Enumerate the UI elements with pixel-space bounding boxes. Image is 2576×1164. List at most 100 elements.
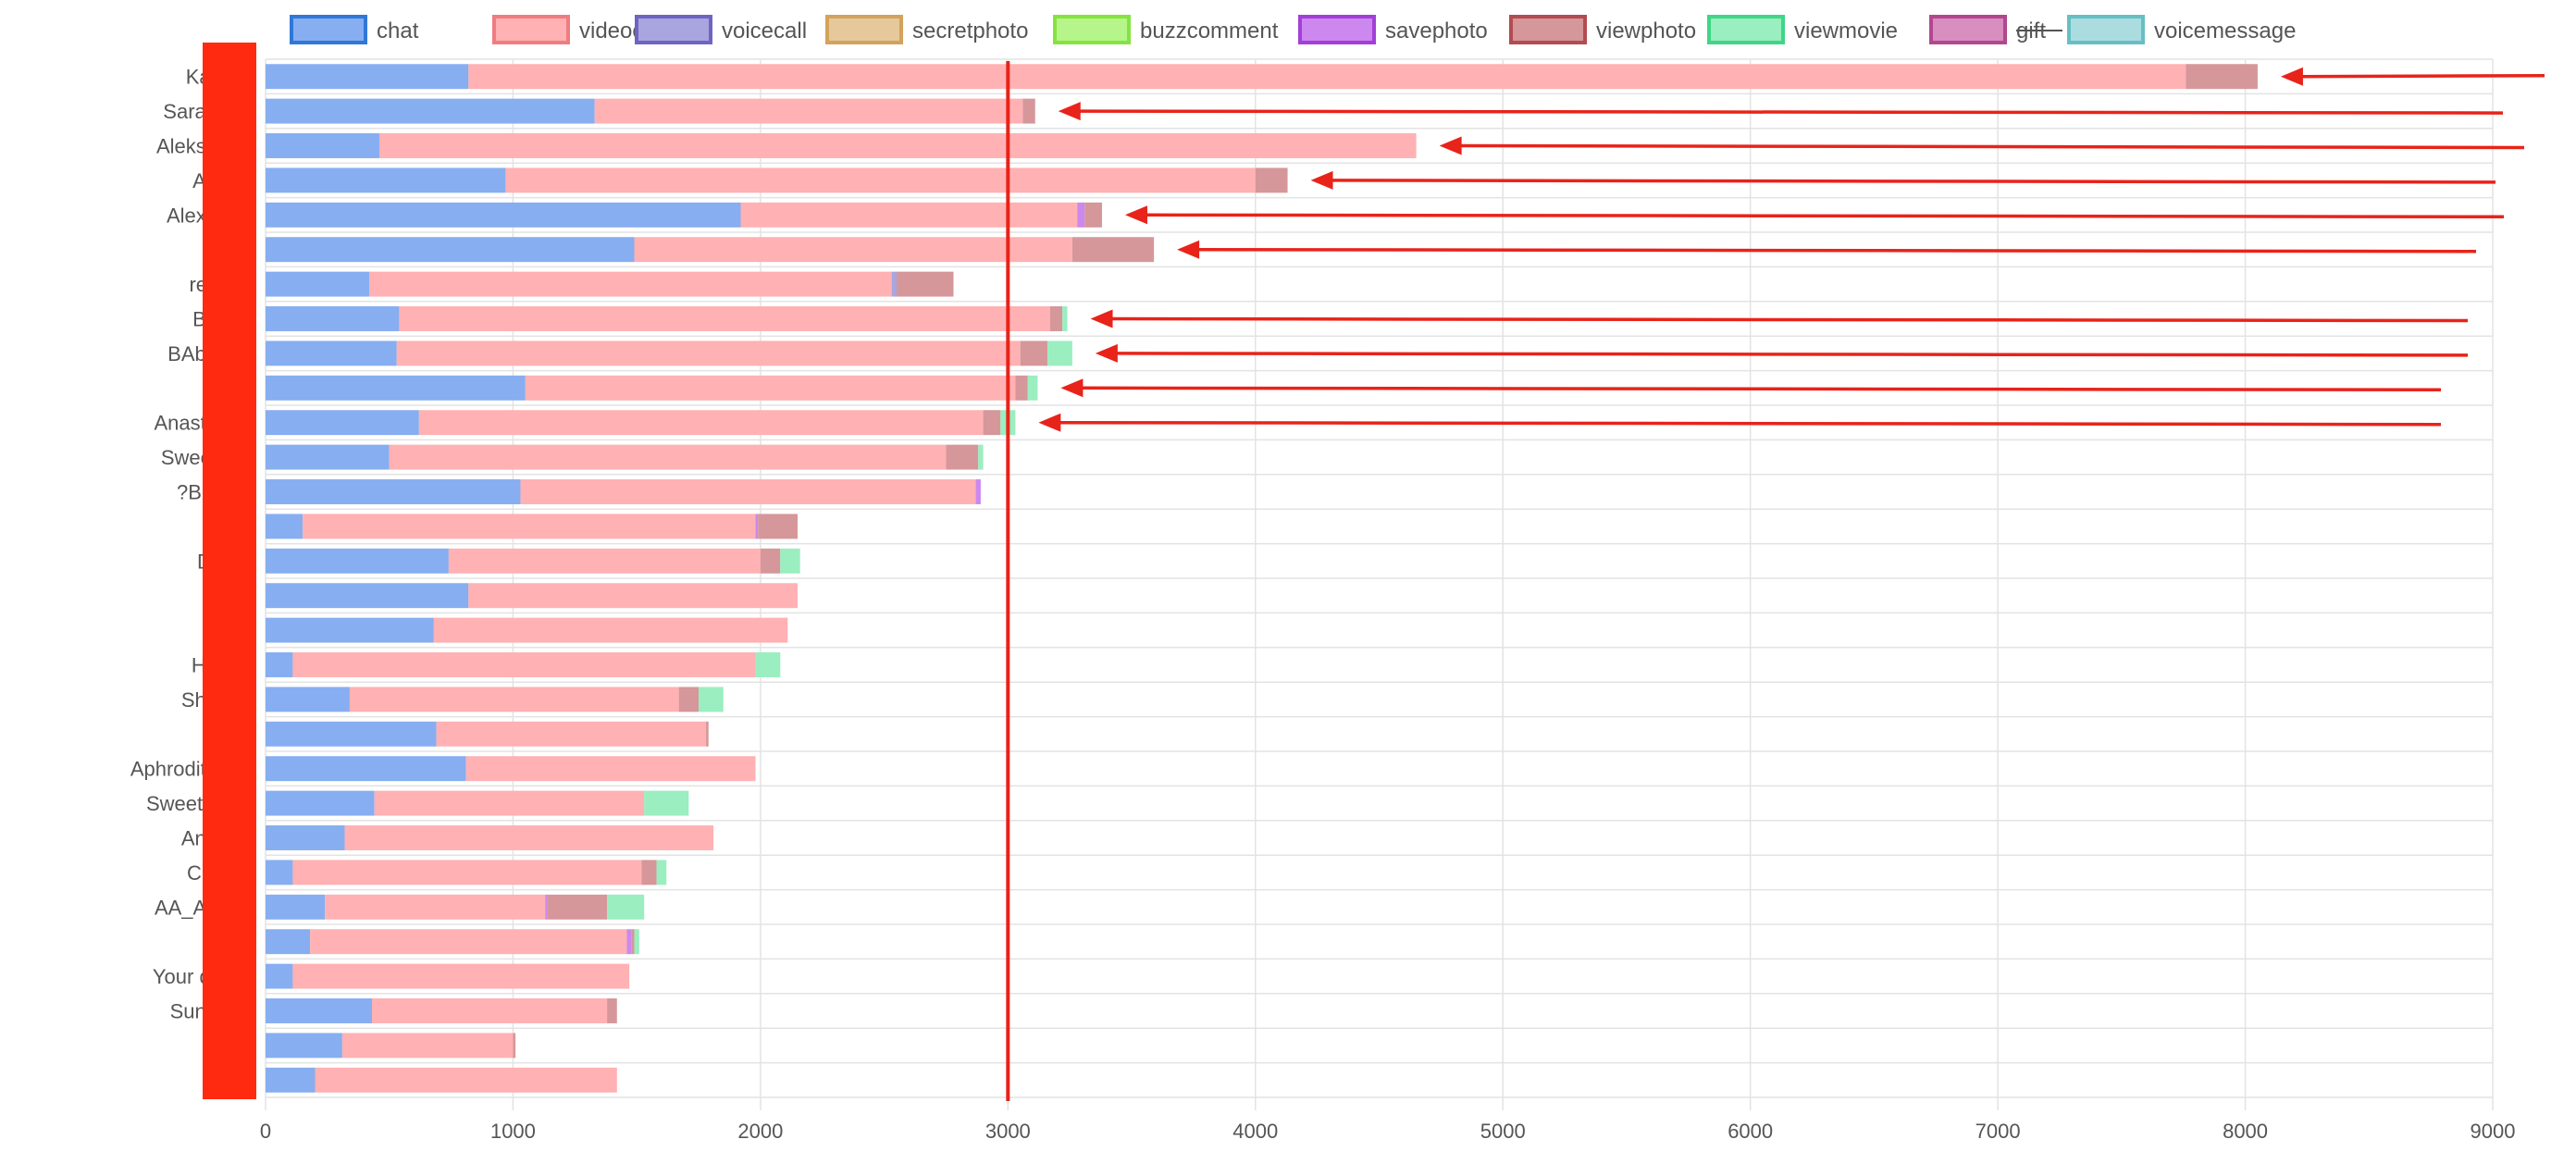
bar-chat[interactable] (266, 963, 293, 989)
bar-chat[interactable] (266, 548, 449, 574)
bar-viewmovie[interactable] (699, 687, 724, 712)
bar-videocall[interactable] (520, 479, 976, 504)
bar-savephoto[interactable] (755, 514, 759, 539)
bar-viewmovie[interactable] (978, 444, 984, 470)
bar-videocall[interactable] (341, 1033, 514, 1059)
bar-viewphoto[interactable] (1071, 237, 1155, 263)
bar-viewphoto[interactable] (1020, 341, 1048, 366)
bar-chat[interactable] (266, 860, 293, 885)
bar-videocall[interactable] (399, 306, 1050, 331)
legend-swatch-secretphoto[interactable] (825, 15, 903, 44)
bar-viewphoto[interactable] (1049, 306, 1063, 331)
bar-chat[interactable] (266, 825, 345, 850)
bar-viewphoto[interactable] (896, 271, 954, 297)
bar-videocall[interactable] (465, 756, 756, 782)
bar-chat[interactable] (266, 133, 380, 158)
bar-videocall[interactable] (310, 929, 627, 955)
bar-chat[interactable] (266, 271, 370, 297)
bar-viewphoto[interactable] (631, 929, 635, 955)
legend-swatch-gift[interactable] (1929, 15, 2007, 44)
bar-videocall[interactable] (344, 825, 714, 850)
legend-label-secretphoto[interactable]: secretphoto (912, 19, 1028, 43)
bar-viewphoto[interactable] (1084, 202, 1102, 228)
bar-chat[interactable] (266, 721, 437, 747)
bar-chat[interactable] (266, 929, 311, 955)
bar-videocall[interactable] (374, 790, 645, 816)
bar-videocall[interactable] (505, 167, 1256, 193)
bar-chat[interactable] (266, 687, 350, 712)
bar-chat[interactable] (266, 790, 375, 816)
bar-voicecall[interactable] (891, 271, 897, 297)
bar-viewphoto[interactable] (607, 998, 617, 1023)
bar-videocall[interactable] (740, 202, 1078, 228)
bar-chat[interactable] (266, 1033, 342, 1059)
bar-chat[interactable] (266, 167, 506, 193)
bar-videocall[interactable] (292, 963, 630, 989)
bar-chat[interactable] (266, 617, 434, 643)
bar-viewphoto[interactable] (760, 548, 781, 574)
bar-videocall[interactable] (433, 617, 788, 643)
bar-chat[interactable] (266, 479, 521, 504)
bar-chat[interactable] (266, 237, 635, 263)
bar-viewmovie[interactable] (755, 652, 781, 677)
bar-chat[interactable] (266, 202, 741, 228)
bar-chat[interactable] (266, 894, 326, 920)
legend-label-voicemessage[interactable]: voicemessage (2154, 19, 2296, 43)
bar-viewphoto[interactable] (758, 514, 799, 539)
bar-chat[interactable] (266, 98, 595, 124)
bar-videocall[interactable] (315, 1067, 617, 1093)
bar-savephoto[interactable] (1077, 202, 1085, 228)
legend-label-voicecall[interactable]: voicecall (722, 19, 807, 43)
legend-swatch-savephoto[interactable] (1298, 15, 1376, 44)
bar-viewmovie[interactable] (780, 548, 800, 574)
bar-chat[interactable] (266, 410, 419, 436)
bar-videocall[interactable] (448, 548, 761, 574)
bar-videocall[interactable] (525, 375, 1016, 401)
bar-videocall[interactable] (292, 652, 756, 677)
bar-viewmovie[interactable] (1062, 306, 1068, 331)
bar-chat[interactable] (266, 341, 397, 366)
bar-viewphoto[interactable] (1255, 167, 1288, 193)
bar-viewphoto[interactable] (1022, 98, 1035, 124)
bar-viewphoto[interactable] (983, 410, 1001, 436)
legend-label-chat[interactable]: chat (377, 19, 419, 43)
bar-chat[interactable] (266, 583, 469, 609)
legend-swatch-viewphoto[interactable] (1509, 15, 1587, 44)
bar-chat[interactable] (266, 756, 466, 782)
bar-viewphoto[interactable] (946, 444, 979, 470)
bar-viewphoto[interactable] (513, 1033, 516, 1059)
bar-viewphoto[interactable] (547, 894, 608, 920)
legend-label-viewphoto[interactable]: viewphoto (1596, 19, 1696, 43)
bar-savephoto[interactable] (545, 894, 548, 920)
bar-videocall[interactable] (468, 64, 2186, 90)
bar-videocall[interactable] (303, 514, 756, 539)
bar-viewphoto[interactable] (1015, 375, 1028, 401)
legend-swatch-chat[interactable] (290, 15, 367, 44)
bar-chat[interactable] (266, 1067, 316, 1093)
bar-chat[interactable] (266, 306, 400, 331)
bar-videocall[interactable] (349, 687, 679, 712)
bar-savephoto[interactable] (975, 479, 981, 504)
bar-chat[interactable] (266, 652, 293, 677)
bar-viewmovie[interactable] (656, 860, 667, 885)
bar-viewmovie[interactable] (607, 894, 645, 920)
bar-videocall[interactable] (369, 271, 892, 297)
bar-viewmovie[interactable] (1027, 375, 1038, 401)
bar-videocall[interactable] (372, 998, 608, 1023)
legend-swatch-buzzcomment[interactable] (1053, 15, 1131, 44)
legend-swatch-voicemessage[interactable] (2067, 15, 2145, 44)
bar-viewphoto[interactable] (678, 687, 700, 712)
bar-videocall[interactable] (634, 237, 1072, 263)
bar-chat[interactable] (266, 998, 373, 1023)
bar-viewmovie[interactable] (644, 790, 689, 816)
bar-videocall[interactable] (325, 894, 546, 920)
bar-videocall[interactable] (396, 341, 1021, 366)
bar-videocall[interactable] (389, 444, 947, 470)
bar-videocall[interactable] (594, 98, 1023, 124)
bar-savephoto[interactable] (626, 929, 632, 955)
bar-viewmovie[interactable] (1047, 341, 1072, 366)
bar-videocall[interactable] (468, 583, 799, 609)
legend-label-buzzcomment[interactable]: buzzcomment (1140, 19, 1279, 43)
legend-swatch-viewmovie[interactable] (1707, 15, 1785, 44)
bar-chat[interactable] (266, 375, 526, 401)
